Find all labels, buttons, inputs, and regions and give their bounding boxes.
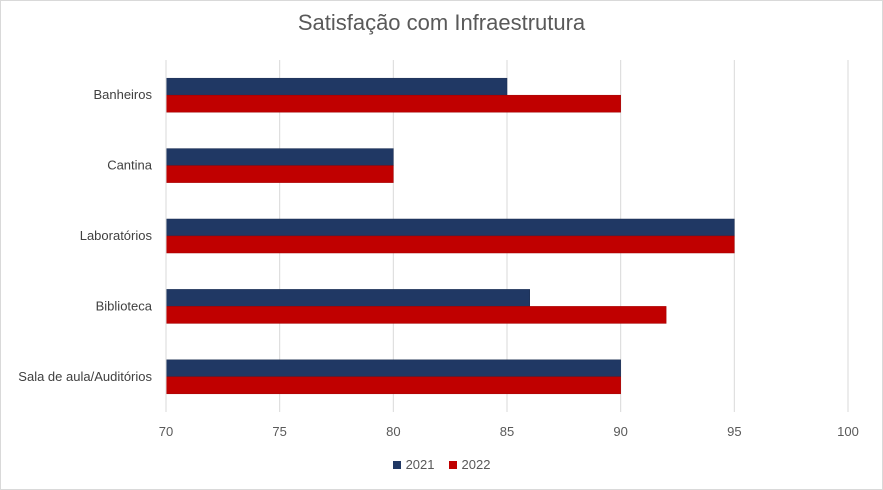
x-tick-label-95: 95 (727, 424, 741, 439)
legend-label-2021: 2021 (405, 457, 435, 472)
chart-legend: 2021 2022 (0, 457, 883, 472)
legend-swatch-2022 (448, 460, 457, 469)
bar-2022-2 (165, 235, 735, 254)
bar-2022-1 (165, 165, 394, 183)
x-tick-label-80: 80 (386, 424, 400, 439)
bar-2021-0 (165, 77, 508, 96)
bar-2021-4 (165, 359, 621, 378)
legend-item-2022: 2022 (448, 457, 491, 472)
x-tick-label-75: 75 (272, 424, 286, 439)
bar-2022-4 (165, 376, 621, 395)
category-label-1: Cantina (107, 158, 153, 173)
x-tick-label-90: 90 (613, 424, 627, 439)
legend-label-2022: 2022 (461, 457, 491, 472)
legend-item-2021: 2021 (392, 457, 435, 472)
category-label-4: Sala de aula/Auditórios (18, 369, 152, 384)
legend-swatch-2021 (392, 460, 401, 469)
bar-2021-2 (165, 218, 735, 237)
bar-2021-3 (165, 289, 530, 307)
x-tick-label-70: 70 (159, 424, 173, 439)
bar-2022-3 (165, 306, 667, 324)
category-label-0: Banheiros (93, 87, 152, 102)
chart-title: Satisfação com Infraestrutura (297, 10, 586, 35)
category-label-3: Biblioteca (96, 298, 153, 313)
category-label-2: Laboratórios (80, 228, 153, 243)
bar-2021-1 (165, 148, 394, 166)
x-tick-label-100: 100 (837, 424, 859, 439)
x-tick-label-85: 85 (500, 424, 514, 439)
bar-2022-0 (165, 94, 621, 113)
